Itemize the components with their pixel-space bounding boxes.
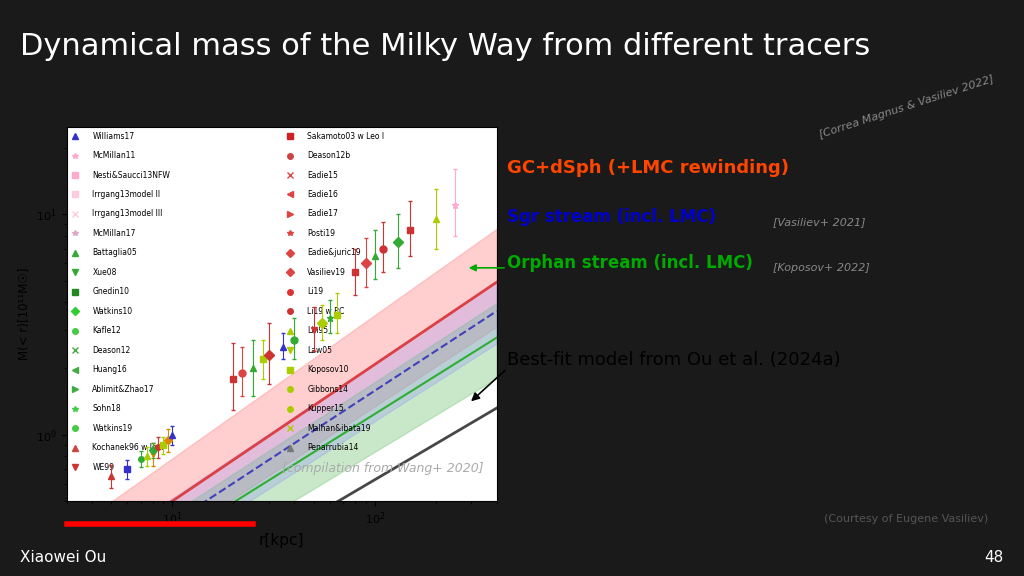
Text: Ablimit&Zhao17: Ablimit&Zhao17 [92, 385, 155, 393]
Text: Kochanek96 w leoi: Kochanek96 w leoi [92, 443, 164, 452]
X-axis label: r[kpc]: r[kpc] [259, 533, 304, 548]
Text: Orphan stream (incl. LMC): Orphan stream (incl. LMC) [507, 254, 753, 272]
Text: Deason12: Deason12 [92, 346, 131, 355]
Text: Gibbons14: Gibbons14 [307, 385, 348, 393]
Text: Deason12b: Deason12b [307, 151, 350, 160]
Text: [Koposov+ 2022]: [Koposov+ 2022] [773, 263, 869, 273]
Text: 48: 48 [984, 550, 1004, 565]
Text: Watkins19: Watkins19 [92, 423, 132, 433]
Text: Penarrubia14: Penarrubia14 [307, 443, 358, 452]
Text: Malhan&ibata19: Malhan&ibata19 [307, 423, 371, 433]
Text: Williams17: Williams17 [92, 131, 134, 141]
Text: Eadie16: Eadie16 [307, 190, 338, 199]
Text: Sgr stream (incl. LMC): Sgr stream (incl. LMC) [507, 208, 716, 226]
Text: Kafle12: Kafle12 [92, 326, 121, 335]
Text: Xiaowei Ou: Xiaowei Ou [20, 550, 106, 565]
Text: [Vasiliev+ 2021]: [Vasiliev+ 2021] [773, 217, 865, 227]
Text: Li19 w RC: Li19 w RC [307, 307, 345, 316]
Text: Watkins10: Watkins10 [92, 307, 132, 316]
Text: Xue08: Xue08 [92, 268, 117, 277]
Text: Sohn18: Sohn18 [92, 404, 121, 413]
Text: Law05: Law05 [307, 346, 333, 355]
Text: Vasiliev19: Vasiliev19 [307, 268, 346, 277]
Text: Gnedin10: Gnedin10 [92, 287, 129, 296]
Text: (Courtesy of Eugene Vasiliev): (Courtesy of Eugene Vasiliev) [824, 514, 988, 524]
Text: Irrgang13model III: Irrgang13model III [92, 210, 163, 218]
Text: Irrgang13model II: Irrgang13model II [92, 190, 161, 199]
Text: Eadie17: Eadie17 [307, 210, 338, 218]
Text: Sakamoto03 w Leo I: Sakamoto03 w Leo I [307, 131, 385, 141]
Text: Eadie15: Eadie15 [307, 170, 338, 180]
Text: [compilation from Wang+ 2020]: [compilation from Wang+ 2020] [283, 462, 483, 475]
Text: Lin95: Lin95 [307, 326, 329, 335]
Text: Best-fit model from Ou et al. (2024a): Best-fit model from Ou et al. (2024a) [507, 351, 841, 369]
Text: Kupper15: Kupper15 [307, 404, 344, 413]
Text: Nesti&Saucci13NFW: Nesti&Saucci13NFW [92, 170, 170, 180]
Text: Dynamical mass of the Milky Way from different tracers: Dynamical mass of the Milky Way from dif… [20, 32, 870, 60]
Text: Eadie&juric19: Eadie&juric19 [307, 248, 361, 257]
Y-axis label: M(< r)[10¹¹M☉]: M(< r)[10¹¹M☉] [17, 268, 31, 360]
Text: McMillan11: McMillan11 [92, 151, 135, 160]
Text: McMillan17: McMillan17 [92, 229, 136, 238]
Text: [Correa Magnus & Vasiliev 2022]: [Correa Magnus & Vasiliev 2022] [817, 74, 995, 139]
Text: Battaglia05: Battaglia05 [92, 248, 137, 257]
Text: Li19: Li19 [307, 287, 324, 296]
Text: Huang16: Huang16 [92, 365, 127, 374]
Text: Koposov10: Koposov10 [307, 365, 349, 374]
Text: WE99: WE99 [92, 463, 115, 472]
Text: GC+dSph (+LMC rewinding): GC+dSph (+LMC rewinding) [507, 159, 788, 177]
Text: Posti19: Posti19 [307, 229, 336, 238]
